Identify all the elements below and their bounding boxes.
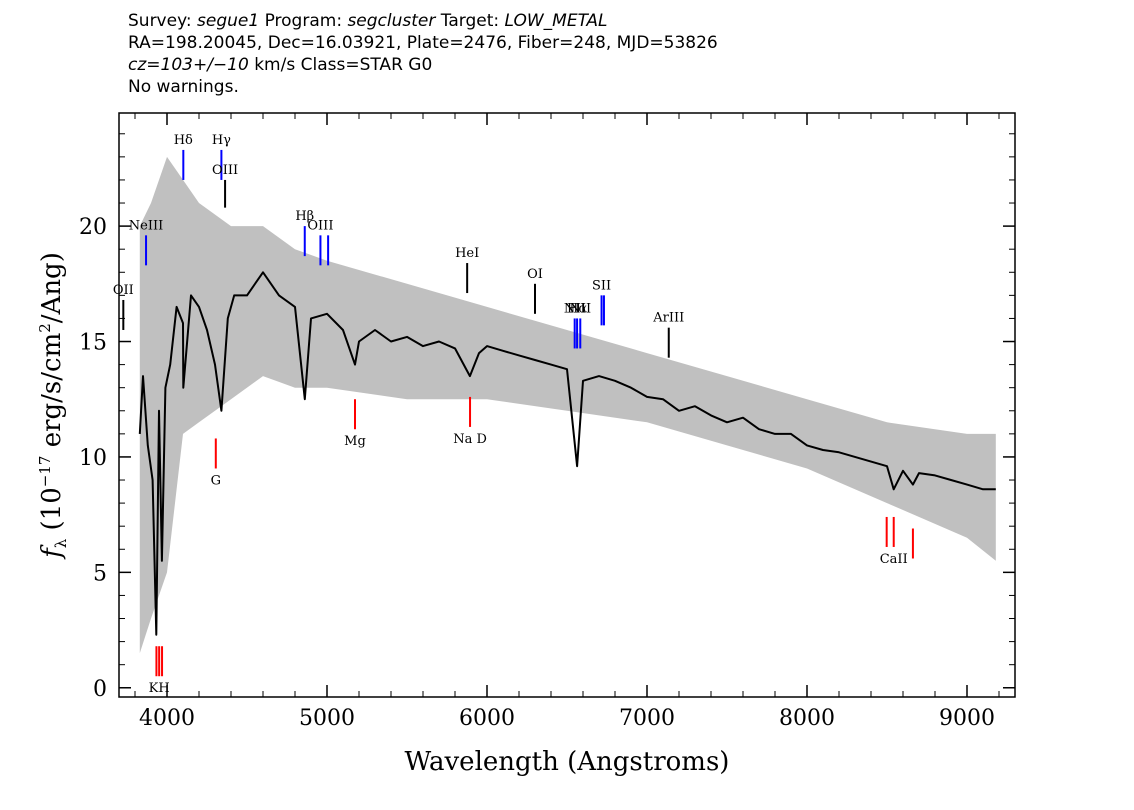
emission-line-label: SII <box>592 278 611 293</box>
absorption-line-label: Mg <box>344 434 366 449</box>
x-tick-label: 5000 <box>299 706 355 731</box>
emission-line-label: OI <box>527 267 543 282</box>
emission-line-label: Hγ <box>212 133 231 148</box>
emission-line-label: Hα <box>567 301 587 316</box>
program-value: segcluster <box>347 11 436 31</box>
y-tick-label: 5 <box>93 561 107 586</box>
plot-frame <box>118 112 1016 698</box>
x-tick-label: 7000 <box>619 706 675 731</box>
noise-band <box>139 156 996 654</box>
emission-line-label: Hδ <box>174 133 193 148</box>
emission-line-label: ArIII <box>652 311 684 326</box>
class-info: km/s Class=STAR G0 <box>248 55 433 75</box>
target-label: Target: <box>435 11 505 31</box>
header-line-3: cz=103+/−10 km/s Class=STAR G0 <box>128 54 718 76</box>
header-line-1: Survey: segue1 Program: segcluster Targe… <box>128 10 718 32</box>
emission-line-label: HeI <box>455 246 479 261</box>
header-line-2: RA=198.20045, Dec=16.03921, Plate=2476, … <box>128 33 718 53</box>
emission-line-label: Hβ <box>295 209 314 224</box>
redshift-value: cz=103+/−10 <box>128 55 249 75</box>
absorption-line-label: KH <box>149 681 170 696</box>
y-tick-label: 10 <box>79 446 107 471</box>
y-tick-label: 0 <box>93 677 107 702</box>
emission-line-label: NeIII <box>129 218 163 233</box>
y-tick-label: 15 <box>79 331 107 356</box>
absorption-line-label: CaII <box>880 552 908 567</box>
emission-line-label: OII <box>113 283 134 298</box>
survey-label: Survey: <box>128 11 198 31</box>
y-axis-label: fλ (10−17 erg/s/cm2/Ang) <box>36 252 70 560</box>
absorption-line-label: G <box>211 473 221 488</box>
survey-value: segue1 <box>197 11 260 31</box>
absorption-line-label: Na D <box>453 432 487 447</box>
header-line-4: No warnings. <box>128 77 239 97</box>
x-tick-label: 4000 <box>139 706 195 731</box>
emission-line-label: NII <box>564 301 586 316</box>
flux-line <box>138 271 996 636</box>
emission-line-label: OIII <box>212 163 238 178</box>
emission-line-label: OIII <box>307 218 333 233</box>
spectrum-header: Survey: segue1 Program: segcluster Targe… <box>128 10 718 98</box>
target-value: LOW_METAL <box>504 11 608 31</box>
x-tick-label: 6000 <box>459 706 515 731</box>
x-tick-label: 9000 <box>939 706 995 731</box>
program-label: Program: <box>259 11 348 31</box>
y-tick-label: 20 <box>79 215 107 240</box>
emission-line-label: NII <box>569 301 591 316</box>
x-tick-label: 8000 <box>779 706 835 731</box>
x-axis-label: Wavelength (Angstroms) <box>405 747 730 777</box>
